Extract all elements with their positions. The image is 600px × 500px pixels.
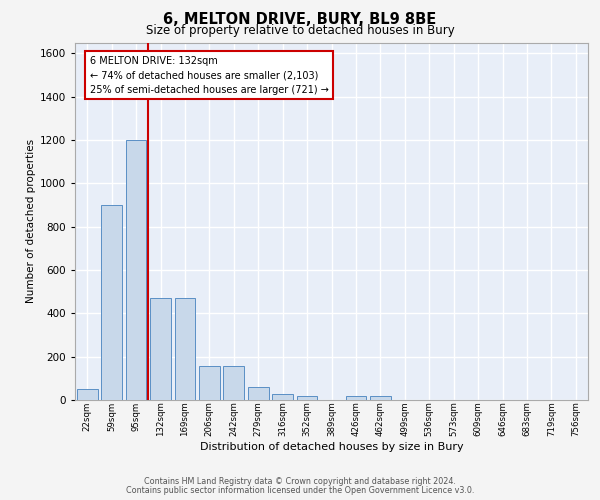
Bar (272, 394, 293, 400)
Bar (150, 298, 171, 400)
Bar (370, 396, 391, 400)
X-axis label: Distribution of detached houses by size in Bury: Distribution of detached houses by size … (200, 442, 463, 452)
Bar (296, 396, 317, 400)
Bar (199, 366, 220, 400)
Bar (248, 387, 269, 400)
Text: 6 MELTON DRIVE: 132sqm
← 74% of detached houses are smaller (2,103)
25% of semi-: 6 MELTON DRIVE: 132sqm ← 74% of detached… (89, 56, 329, 95)
Bar (223, 366, 244, 400)
Bar (101, 205, 122, 400)
Text: Contains HM Land Registry data © Crown copyright and database right 2024.: Contains HM Land Registry data © Crown c… (144, 477, 456, 486)
Y-axis label: Number of detached properties: Number of detached properties (26, 139, 35, 304)
Text: 6, MELTON DRIVE, BURY, BL9 8BE: 6, MELTON DRIVE, BURY, BL9 8BE (163, 12, 437, 28)
Text: Contains public sector information licensed under the Open Government Licence v3: Contains public sector information licen… (126, 486, 474, 495)
Bar (346, 396, 367, 400)
Text: Size of property relative to detached houses in Bury: Size of property relative to detached ho… (146, 24, 454, 37)
Bar (125, 140, 146, 400)
Bar (77, 389, 98, 400)
Bar (175, 298, 196, 400)
